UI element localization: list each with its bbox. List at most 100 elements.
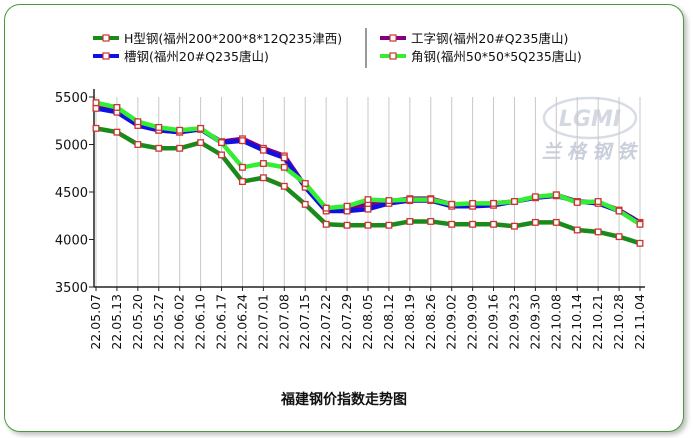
data-point [113, 104, 121, 111]
data-point [92, 124, 100, 132]
data-point [259, 174, 267, 182]
data-point [385, 197, 393, 204]
y-tick-label: 5500 [55, 91, 88, 106]
x-tick-label: 22.06.02 [172, 294, 187, 350]
x-tick-label: 22.05.27 [151, 294, 166, 350]
data-point [531, 193, 539, 201]
data-point [322, 220, 330, 228]
x-tick-label: 22.08.05 [360, 294, 375, 350]
legend-label: H型钢(福州200*200*8*12Q235津西) [124, 31, 342, 46]
data-point [636, 239, 644, 247]
data-point [280, 182, 288, 190]
y-tick-label: 4000 [55, 234, 88, 249]
x-tick-label: 22.05.20 [130, 294, 145, 350]
data-point [552, 191, 560, 199]
watermark-text: 兰格钢铁 [542, 141, 642, 163]
data-point [448, 200, 456, 208]
legend-label: 槽钢(福州20#Q235唐山) [124, 49, 269, 64]
data-point [280, 154, 288, 162]
data-point [197, 124, 205, 132]
data-point [364, 205, 372, 213]
data-point [259, 146, 267, 154]
data-point [155, 144, 163, 152]
legend-label: 工字钢(福州20#Q235唐山) [411, 31, 568, 46]
grid [95, 97, 641, 287]
data-point [197, 139, 205, 147]
data-point [343, 221, 351, 229]
x-tick-label: 22.11.04 [632, 294, 647, 350]
x-tick-label: 22.07.08 [276, 294, 291, 350]
legend-marker [389, 34, 397, 42]
data-point [469, 220, 477, 228]
x-tick-label: 22.08.19 [402, 294, 417, 350]
data-point [134, 141, 142, 148]
data-point [218, 151, 225, 159]
x-tick-label: 22.09.30 [527, 294, 542, 350]
y-ticks: 3500 4000 4500 5000 5500 [55, 91, 94, 296]
data-point [531, 218, 539, 226]
data-point [218, 139, 225, 147]
x-tick-label: 22.10.28 [611, 294, 626, 350]
watermark-logo-ring [542, 96, 638, 140]
data-point [239, 163, 246, 171]
data-point [469, 199, 477, 207]
x-tick-label: 22.07.01 [255, 294, 270, 350]
data-point [301, 200, 309, 208]
data-point [155, 123, 163, 131]
data-point [301, 179, 309, 187]
y-tick-label: 5000 [55, 139, 88, 154]
x-tick-label: 22.09.09 [465, 294, 480, 350]
data-point [594, 198, 602, 205]
data-point [92, 104, 100, 112]
chart-title: 福建钢价指数走势图 [280, 391, 407, 408]
x-tick-label: 22.09.23 [506, 294, 521, 350]
y-tick-label: 4500 [55, 186, 88, 201]
series-0 [92, 124, 644, 247]
y-tick-label: 3500 [55, 281, 88, 296]
data-point [134, 118, 142, 126]
x-tick-label: 22.10.08 [548, 294, 563, 350]
series-3 [92, 99, 644, 228]
data-point [280, 163, 288, 171]
data-point [552, 218, 560, 226]
data-point [511, 198, 518, 205]
axes [93, 89, 645, 288]
x-ticks: 22.05.07 22.05.13 22.05.20 22.05.27 22.06.02… [88, 287, 647, 350]
x-tick-label: 22.05.13 [109, 294, 124, 350]
x-tick-label: 22.06.24 [234, 294, 249, 350]
data-point [511, 222, 518, 230]
legend-marker [102, 52, 110, 60]
x-tick-label: 22.05.07 [88, 294, 103, 350]
data-point [385, 221, 393, 229]
data-point [427, 196, 435, 204]
series-layer [92, 99, 644, 247]
x-tick-label: 22.09.16 [486, 294, 501, 350]
data-point [490, 220, 497, 228]
data-point [259, 160, 267, 167]
x-tick-label: 22.07.29 [339, 294, 354, 350]
data-point [615, 207, 623, 215]
x-tick-label: 22.10.21 [590, 294, 605, 350]
data-point [113, 128, 121, 136]
data-point [427, 217, 435, 225]
data-point [176, 126, 184, 134]
data-point [406, 196, 414, 204]
data-point [406, 217, 414, 225]
x-tick-label: 22.10.14 [569, 294, 584, 350]
x-tick-label: 22.06.17 [214, 294, 229, 350]
data-point [573, 226, 581, 234]
data-point [615, 233, 623, 241]
x-tick-label: 22.08.12 [381, 294, 396, 350]
legend-label: 角钢(福州50*50*5Q235唐山) [411, 49, 582, 64]
x-tick-label: 22.09.02 [444, 294, 459, 350]
data-point [364, 221, 372, 229]
x-tick-label: 22.06.10 [193, 294, 208, 350]
data-point [239, 178, 246, 185]
data-point [573, 198, 581, 206]
legend-marker [389, 52, 397, 60]
legend: H型钢(福州200*200*8*12Q235津西) 工字钢(福州20#Q235唐山… [93, 28, 582, 68]
data-point [343, 202, 351, 210]
x-tick-label: 22.07.22 [318, 294, 333, 350]
data-point [636, 220, 644, 228]
